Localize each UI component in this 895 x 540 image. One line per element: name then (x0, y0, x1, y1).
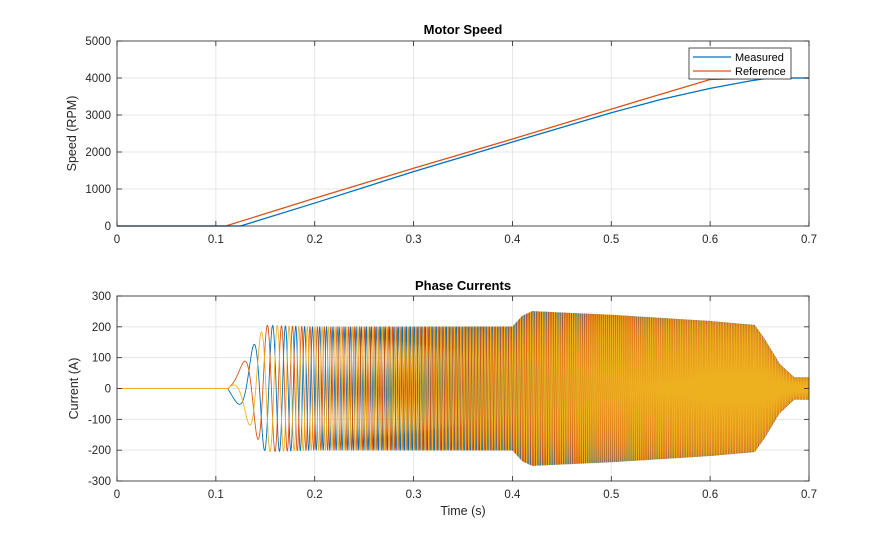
y-tick-label: 2000 (85, 147, 111, 159)
x-tick-label: 0.2 (307, 489, 323, 501)
x-tick-label: 0.4 (504, 489, 521, 501)
current-phase-c-line (116, 311, 810, 466)
y-tick-label: 5000 (85, 36, 111, 48)
current-series (116, 311, 810, 467)
x-tick-label: 0.7 (801, 489, 817, 501)
x-tick-label: 0.6 (702, 234, 718, 246)
x-tick-label: 0.5 (603, 234, 619, 246)
current-x-axis-label: Time (s) (440, 504, 485, 518)
y-tick-label: -100 (88, 414, 111, 426)
y-tick-label: -200 (88, 445, 111, 457)
speed-chart-title: Motor Speed (424, 22, 503, 37)
speed-axes-frame (116, 40, 810, 227)
speed-x-ticks: 0 0.1 0.2 0.3 0.4 0.5 0.6 0.7 (114, 41, 817, 246)
y-tick-label: 3000 (85, 110, 111, 122)
legend-measured-label: Measured (735, 52, 784, 64)
legend-box (688, 47, 792, 80)
x-tick-label: 0.7 (801, 234, 817, 246)
y-tick-label: 100 (92, 353, 111, 365)
y-tick-label: 0 (105, 221, 111, 233)
current-y-axis-label: Current (A) (67, 358, 81, 420)
current-axes: 0 0.1 0.2 0.3 0.4 0.5 0.6 0.7 -300 -200 -100 0 100 2… (67, 278, 817, 518)
current-x-ticks: 0 0.1 0.2 0.3 0.4 0.5 0.6 0.7 (114, 296, 817, 501)
speed-axes: 0 0.1 0.2 0.3 0.4 0.5 0.6 0.7 0 1000 2000 3000 4000… (65, 22, 817, 246)
current-chart-title: Phase Currents (415, 278, 511, 293)
x-tick-label: 0.5 (603, 489, 619, 501)
x-tick-label: 0.1 (208, 489, 224, 501)
x-tick-label: 0.1 (208, 234, 224, 246)
y-tick-label: 1000 (85, 184, 111, 196)
y-tick-label: 200 (92, 322, 111, 334)
x-tick-label: 0 (114, 234, 120, 246)
y-tick-label: 0 (105, 384, 111, 396)
x-tick-label: 0 (114, 489, 120, 501)
speed-legend[interactable]: Measured Reference (688, 47, 792, 80)
legend-reference-label: Reference (735, 66, 786, 78)
x-tick-label: 0.6 (702, 489, 718, 501)
y-tick-label: 300 (92, 291, 111, 303)
y-tick-label: -300 (88, 476, 111, 488)
speed-y-ticks: 0 1000 2000 3000 4000 5000 (85, 36, 809, 233)
y-tick-label: 4000 (85, 73, 111, 85)
x-tick-label: 0.4 (504, 234, 521, 246)
x-tick-label: 0.2 (307, 234, 323, 246)
x-tick-label: 0.3 (406, 234, 422, 246)
speed-y-axis-label: Speed (RPM) (65, 96, 79, 172)
current-y-ticks: -300 -200 -100 0 100 200 300 (88, 291, 809, 488)
x-tick-label: 0.3 (406, 489, 422, 501)
